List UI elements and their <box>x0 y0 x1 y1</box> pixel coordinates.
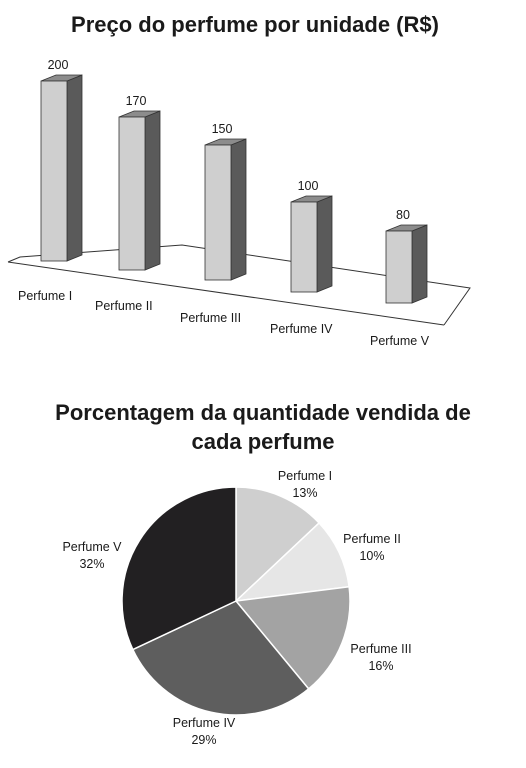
bar-chart: 200 170 150 100 80 Perfume I Perfume II Perfume… <box>7 58 471 348</box>
pie-slice-label: Perfume IV <box>173 716 236 730</box>
pie-slice-value: 10% <box>359 549 384 563</box>
pie-slice-label: Perfume II <box>343 532 401 546</box>
bar-category-label: Perfume III <box>180 311 241 325</box>
bar-value-label: 80 <box>396 208 410 222</box>
pie-slice-value: 29% <box>191 733 216 747</box>
bar-perfume-iv <box>290 195 333 293</box>
bar-value-label: 100 <box>298 179 319 193</box>
pie-slice-value: 32% <box>79 557 104 571</box>
bar-value-label: 170 <box>126 94 147 108</box>
pie-slice-perfume-ii <box>233 521 350 603</box>
bar-front-face <box>385 230 413 304</box>
bar-perfume-i <box>40 74 83 262</box>
bar-front-face <box>118 116 146 271</box>
bar-perfume-ii <box>118 110 161 271</box>
bar-chart-title: Preço do perfume por unidade (R$) <box>71 12 439 37</box>
floor-back-edge <box>7 244 471 326</box>
pie-slice-label: Perfume I <box>278 469 332 483</box>
bar-front-face <box>290 201 318 293</box>
bar-front-face <box>40 80 68 262</box>
bar-perfume-iii <box>204 138 247 281</box>
bar-front-face <box>204 144 232 281</box>
bar-category-label: Perfume IV <box>270 322 333 336</box>
pie-slice-perfume-i <box>235 486 321 603</box>
bar-category-label: Perfume I <box>18 289 72 303</box>
bar-category-label: Perfume II <box>95 299 153 313</box>
pie-chart-title: Porcentagem da quantidade vendida de cad… <box>0 398 526 456</box>
pie-slice-label: Perfume V <box>62 540 122 554</box>
bar-category-label: Perfume V <box>370 334 430 348</box>
floor-front-edge <box>7 261 445 326</box>
pie-slice-label: Perfume III <box>350 642 411 656</box>
pie-slice-value: 13% <box>292 486 317 500</box>
pie-chart-title-line1: Porcentagem da quantidade vendida de <box>55 400 471 425</box>
pie-slice-perfume-v <box>121 486 237 651</box>
pie-slice-value: 16% <box>368 659 393 673</box>
pie-slice-perfume-iii <box>234 585 351 690</box>
pie-chart-title-line2: cada perfume <box>191 429 335 454</box>
bar-perfume-v <box>385 224 428 304</box>
bar-value-label: 200 <box>48 58 69 72</box>
bar-value-label: 150 <box>212 122 233 136</box>
